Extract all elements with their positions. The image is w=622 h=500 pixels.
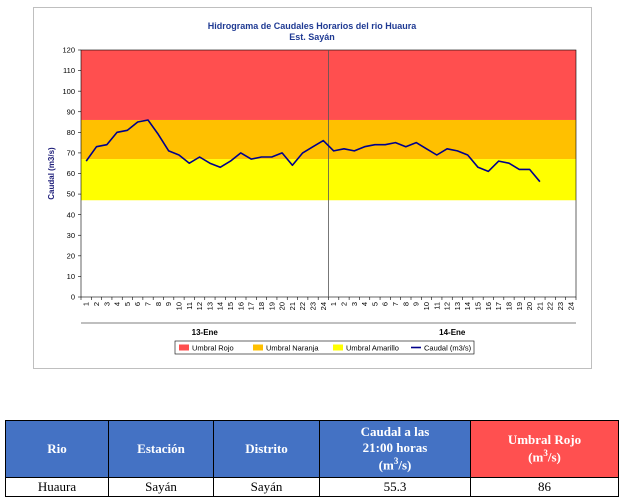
- legend-box: [174, 340, 475, 355]
- y-tick-label: 40: [67, 210, 75, 219]
- y-tick-label: 120: [62, 46, 75, 55]
- y-axis-label: Caudal (m3/s): [47, 147, 56, 200]
- x-tick-label: 22: [546, 302, 555, 310]
- x-tick-label: 4: [113, 302, 122, 306]
- x-tick-label: 11: [432, 302, 441, 310]
- x-tick-label: 15: [226, 302, 235, 310]
- header-rio: Rio: [5, 420, 109, 478]
- x-tick-label: 1: [329, 302, 338, 306]
- x-tick-label: 13: [453, 302, 462, 310]
- table-row: Huaura Sayán Sayán 55.3 86: [5, 477, 619, 497]
- chart-title: Hidrograma de Caudales Horarios del rio …: [208, 21, 418, 31]
- header-distrito: Distrito: [213, 420, 320, 478]
- y-tick-label: 80: [67, 128, 75, 137]
- legend-swatch: [333, 344, 343, 351]
- y-tick-label: 30: [67, 231, 75, 240]
- cell-rio: Huaura: [5, 477, 109, 497]
- day-group-label: 13-Ene: [192, 328, 219, 337]
- y-tick-label: 60: [67, 169, 75, 178]
- x-tick-label: 16: [484, 302, 493, 310]
- table-header-row: Rio Estación Distrito Caudal a las 21:00 …: [5, 420, 619, 478]
- x-tick-label: 19: [267, 302, 276, 310]
- x-tick-label: 4: [360, 302, 369, 306]
- chart-subtitle: Est. Sayán: [289, 32, 335, 42]
- x-tick-label: 7: [144, 302, 153, 306]
- cell-distrito: Sayán: [213, 477, 320, 497]
- x-tick-label: 3: [350, 302, 359, 306]
- x-tick-label: 14: [463, 302, 472, 310]
- x-tick-label: 12: [195, 302, 204, 310]
- y-tick-label: 20: [67, 251, 75, 260]
- x-tick-label: 9: [412, 302, 421, 306]
- header-estacion: Estación: [108, 420, 214, 478]
- x-tick-label: 10: [174, 302, 183, 310]
- x-tick-label: 19: [515, 302, 524, 310]
- series-line-caudal: [85, 119, 541, 183]
- x-tick-label: 6: [381, 302, 390, 306]
- x-tick-label: 5: [370, 302, 379, 306]
- cell-estacion: Sayán: [108, 477, 214, 497]
- x-tick-label: 2: [92, 302, 101, 306]
- x-tick-label: 23: [309, 302, 318, 310]
- x-tick-label: 21: [288, 302, 297, 310]
- x-tick-label: 8: [154, 302, 163, 306]
- y-tick-label: 110: [63, 66, 75, 75]
- x-tick-label: 20: [278, 302, 287, 310]
- y-tick-label: 100: [62, 87, 75, 96]
- x-tick-label: 13: [205, 302, 214, 310]
- x-tick-label: 12: [443, 302, 452, 310]
- x-tick-label: 5: [123, 302, 132, 306]
- x-tick-label: 14: [216, 302, 225, 310]
- x-tick-label: 22: [298, 302, 307, 310]
- x-tick-label: 8: [401, 302, 410, 306]
- x-tick-label: 16: [236, 302, 245, 310]
- legend-swatch: [179, 344, 189, 351]
- x-tick-label: 15: [474, 302, 483, 310]
- header-umbral-rojo: Umbral Rojo (m3/s): [470, 420, 619, 478]
- x-tick-label: 3: [102, 302, 111, 306]
- x-tick-label: 24: [319, 302, 328, 310]
- y-tick-label: 0: [71, 293, 75, 302]
- flow-summary-table: Rio Estación Distrito Caudal a las 21:00 …: [5, 420, 619, 497]
- x-tick-label: 17: [247, 302, 256, 310]
- legend-label: Umbral Rojo: [192, 344, 234, 353]
- x-tick-label: 18: [504, 302, 513, 310]
- header-caudal: Caudal a las 21:00 horas (m3/s): [319, 420, 471, 478]
- x-tick-label: 11: [185, 302, 194, 310]
- x-tick-label: 24: [566, 302, 575, 310]
- x-tick-label: 20: [525, 302, 534, 310]
- y-tick-label: 50: [67, 190, 75, 199]
- x-tick-label: 17: [494, 302, 503, 310]
- x-tick-label: 10: [422, 302, 431, 310]
- x-tick-label: 1: [82, 302, 91, 306]
- legend-label: Umbral Naranja: [266, 344, 319, 353]
- y-tick-label: 10: [67, 272, 75, 281]
- legend-label: Umbral Amarillo: [346, 344, 399, 353]
- y-tick-label: 90: [67, 107, 75, 116]
- x-tick-label: 23: [556, 302, 565, 310]
- legend-swatch: [253, 344, 263, 351]
- day-group-label: 14-Ene: [439, 328, 466, 337]
- x-tick-label: 2: [339, 302, 348, 306]
- cell-caudal: 55.3: [319, 477, 471, 497]
- y-tick-label: 70: [67, 149, 75, 158]
- x-tick-label: 6: [133, 302, 142, 306]
- legend-label: Caudal (m3/s): [424, 344, 472, 353]
- chart-frame: 0 10 20 30 40 50 60 70 80 90 100 110 120 1 2 3 4 5 6 7 8 9 10 1…: [33, 7, 592, 369]
- x-tick-label: 18: [257, 302, 266, 310]
- x-tick-label: 21: [535, 302, 544, 310]
- x-tick-label: 9: [164, 302, 173, 306]
- x-tick-label: 7: [391, 302, 400, 306]
- cell-umbral-rojo: 86: [470, 477, 619, 497]
